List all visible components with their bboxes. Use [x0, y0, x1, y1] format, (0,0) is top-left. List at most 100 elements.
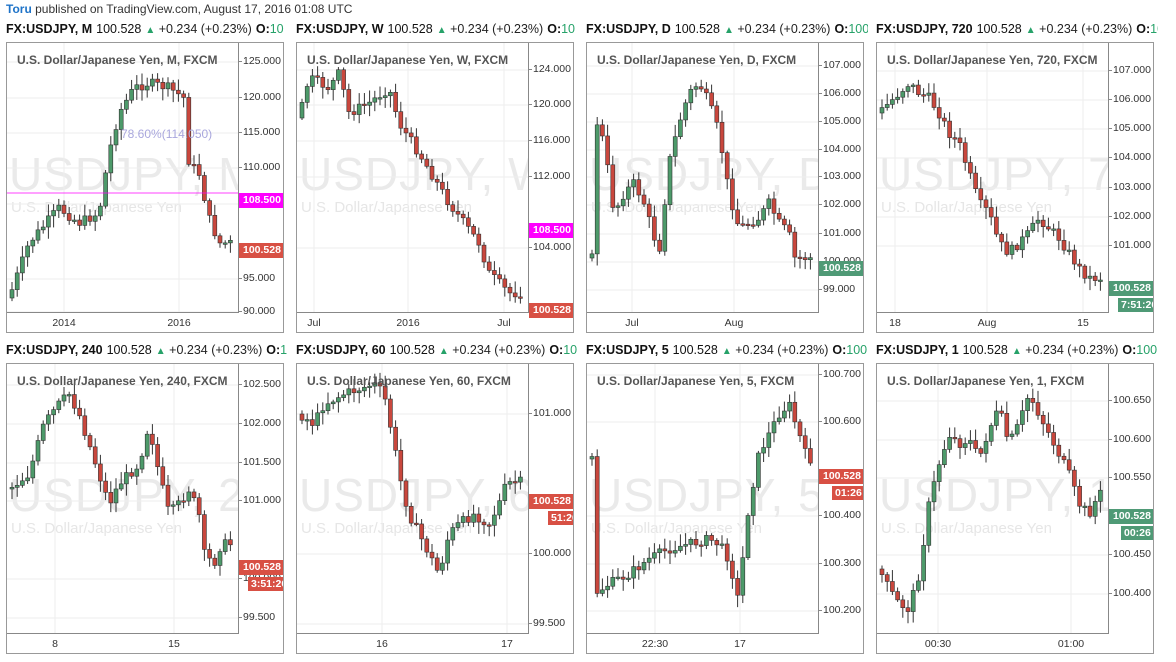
- open-label: O:: [834, 22, 849, 36]
- price-tick: 102.000: [239, 417, 281, 429]
- symbol-label[interactable]: FX:USDJPY, W: [296, 22, 384, 36]
- chart-panel-d[interactable]: FX:USDJPY, D 100.528 ▲ +0.234 (+0.23%) O:10…: [580, 18, 868, 339]
- candle-body: [735, 209, 740, 225]
- time-axis[interactable]: 8 15: [7, 634, 239, 653]
- symbol-label[interactable]: FX:USDJPY, 240: [6, 343, 103, 357]
- price-axis[interactable]: 107.000 106.000 105.000 104.000 103.000 102.0…: [1109, 43, 1153, 313]
- up-arrow-icon: ▲: [1025, 25, 1036, 36]
- price-axis[interactable]: 101.000 100.000 99.500: [528, 364, 573, 634]
- symbol-label[interactable]: FX:USDJPY, D: [586, 22, 671, 36]
- chart-frame[interactable]: USDJPY, 60U.S. Dollar/Japanese Yen U.S. D…: [296, 363, 574, 654]
- candlestick-chart[interactable]: [7, 43, 239, 313]
- plot-area[interactable]: USDJPY, M U.S. Dollar/Japanese Yen U.S. Do…: [7, 43, 239, 313]
- candle-body: [1051, 228, 1056, 231]
- candle-body: [589, 253, 595, 259]
- candle-body: [362, 103, 367, 106]
- last-price: 100.528: [96, 22, 142, 36]
- chart-frame[interactable]: USDJPY, D U.S. Dollar/Japanese Yen U.S. Do…: [586, 42, 864, 333]
- candle-body: [9, 289, 15, 299]
- candle-body: [72, 394, 77, 409]
- candle-body: [450, 204, 456, 212]
- time-tick: 16: [376, 638, 388, 650]
- time-axis[interactable]: Jul 2016 Jul: [297, 313, 529, 332]
- candle-body: [900, 599, 906, 608]
- price-axis[interactable]: 100.650 100.600 100.550 100.450 100.400: [1109, 364, 1153, 634]
- time-axis[interactable]: 2014 2016: [7, 313, 239, 332]
- chart-frame[interactable]: USDJPY, M U.S. Dollar/Japanese Yen U.S. Do…: [6, 42, 284, 333]
- time-axis[interactable]: 18 Aug 15: [877, 313, 1109, 332]
- chart-frame[interactable]: USDJPY, W U.S. Dollar/Japanese Yen U.S. Do…: [296, 42, 574, 333]
- candle-body: [631, 566, 636, 579]
- price-axis[interactable]: 102.500102.000101.500101.000100.00099.50…: [238, 364, 283, 634]
- candle-body: [160, 82, 166, 90]
- price-tag: 100.528: [1109, 509, 1153, 524]
- chart-title: U.S. Dollar/Japanese Yen, M, FXCM: [17, 53, 218, 67]
- chart-panel-60[interactable]: FX:USDJPY, 60 100.528 ▲ +0.234 (+0.23%) O:1…: [290, 339, 578, 660]
- candlestick-chart[interactable]: [877, 364, 1109, 634]
- chart-panel-m[interactable]: FX:USDJPY, M 100.528 ▲ +0.234 (+0.23%) O:10…: [0, 18, 288, 339]
- price-tick: 102.000: [819, 198, 861, 210]
- candlestick-chart[interactable]: [297, 364, 529, 634]
- chart-panel-1[interactable]: FX:USDJPY, 1 100.528 ▲ +0.234 (+0.23%) O:10…: [870, 339, 1158, 660]
- candle-body: [1061, 455, 1067, 461]
- candle-body: [207, 200, 212, 216]
- chart-panel-5[interactable]: FX:USDJPY, 5 100.528 ▲ +0.234 (+0.23%) O:10…: [580, 339, 868, 660]
- chart-frame[interactable]: USDJPY, 1 U.S. Dollar/Japanese Yen U.S. Do…: [876, 363, 1154, 654]
- price-change: +0.234 (+0.23%): [448, 343, 546, 357]
- candle-body: [129, 472, 134, 477]
- candlestick-chart[interactable]: [587, 364, 819, 634]
- candle-body: [646, 203, 652, 218]
- price-axis[interactable]: 100.700 100.600 100.400 100.300 100.200: [819, 364, 863, 634]
- last-price: 100.528: [106, 343, 152, 357]
- candle-body: [797, 421, 803, 437]
- candle-body: [735, 578, 740, 596]
- candlestick-chart[interactable]: [877, 43, 1109, 313]
- candle-body: [947, 120, 952, 138]
- plot-area[interactable]: USDJPY, 240U.S. Dollar/Japanese YenU.S. …: [7, 364, 239, 634]
- candle-body: [662, 548, 668, 552]
- candle-body: [1072, 249, 1077, 265]
- chart-panel-w[interactable]: FX:USDJPY, W 100.528 ▲ +0.234 (+0.23%) O:10…: [290, 18, 578, 339]
- time-axis[interactable]: 00:30 01:00: [877, 634, 1109, 653]
- chart-frame[interactable]: USDJPY, 720U.S. Dollar/Japanese Yen U.S. …: [876, 42, 1154, 333]
- time-axis[interactable]: 22:30 17: [587, 634, 819, 653]
- candle-body: [879, 568, 885, 575]
- candle-body: [92, 446, 98, 465]
- last-price: 100.528: [672, 343, 718, 357]
- candle-body: [518, 476, 523, 483]
- candle-body: [1025, 230, 1030, 238]
- author-link[interactable]: Toru: [6, 2, 32, 16]
- candle-body: [610, 164, 616, 208]
- symbol-label[interactable]: FX:USDJPY, 720: [876, 22, 973, 36]
- time-axis[interactable]: Jul Aug: [587, 313, 819, 332]
- chart-frame[interactable]: USDJPY, 240U.S. Dollar/Japanese YenU.S. …: [6, 363, 284, 654]
- price-axis[interactable]: 125.000120.000115.000110.000105.00095.00…: [238, 43, 283, 317]
- candlestick-chart[interactable]: [7, 364, 239, 634]
- candlestick-chart[interactable]: [587, 43, 819, 313]
- chart-frame[interactable]: USDJPY, 5 U.S. Dollar/Japanese Yen U.S. Do…: [586, 363, 864, 654]
- candlestick-chart[interactable]: [297, 43, 529, 313]
- plot-area[interactable]: USDJPY, 5 U.S. Dollar/Japanese Yen U.S. Do…: [587, 364, 819, 634]
- price-axis[interactable]: 124.000 120.000 116.000 112.000 104.000: [528, 43, 573, 313]
- candle-body: [492, 270, 497, 275]
- plot-area[interactable]: USDJPY, W U.S. Dollar/Japanese Yen U.S. Do…: [297, 43, 529, 313]
- candle-body: [646, 557, 652, 563]
- candle-body: [983, 199, 989, 208]
- time-axis[interactable]: 16 17: [297, 634, 529, 653]
- plot-area[interactable]: USDJPY, 720U.S. Dollar/Japanese Yen U.S. …: [877, 43, 1109, 313]
- candle-body: [756, 219, 761, 226]
- symbol-label[interactable]: FX:USDJPY, M: [6, 22, 93, 36]
- symbol-label[interactable]: FX:USDJPY, 5: [586, 343, 669, 357]
- chart-panel-720[interactable]: FX:USDJPY, 720 100.528 ▲ +0.234 (+0.23%) O:…: [870, 18, 1158, 339]
- plot-area[interactable]: USDJPY, 1 U.S. Dollar/Japanese Yen U.S. Do…: [877, 364, 1109, 634]
- plot-area[interactable]: USDJPY, 60U.S. Dollar/Japanese Yen U.S. D…: [297, 364, 529, 634]
- candle-body: [1066, 249, 1072, 252]
- symbol-label[interactable]: FX:USDJPY, 1: [876, 343, 959, 357]
- price-change: +0.234 (+0.23%): [1021, 343, 1119, 357]
- chart-panel-240[interactable]: FX:USDJPY, 240 100.528 ▲ +0.234 (+0.23%) O:…: [0, 339, 288, 660]
- plot-area[interactable]: USDJPY, D U.S. Dollar/Japanese Yen U.S. Do…: [587, 43, 819, 313]
- symbol-label[interactable]: FX:USDJPY, 60: [296, 343, 386, 357]
- candle-body: [450, 527, 456, 541]
- candle-body: [440, 181, 445, 190]
- candle-body: [709, 92, 714, 107]
